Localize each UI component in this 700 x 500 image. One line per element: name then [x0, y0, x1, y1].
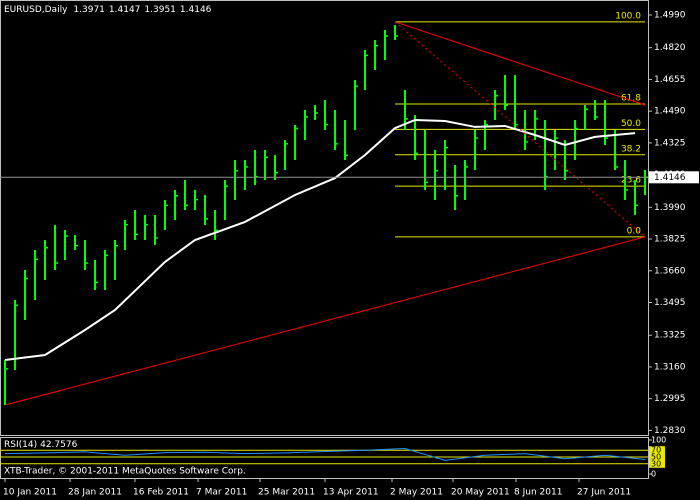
fib-label: 61.8 [621, 94, 641, 104]
fib-label: 38.2 [621, 144, 641, 154]
rsi-tick-label: 0 [651, 470, 656, 479]
fib-label: 100.0 [615, 11, 641, 21]
rsi-line [4, 447, 646, 461]
x-tick-label: 25 Mar 2011 [258, 488, 315, 498]
open-quote: 1.3971 [73, 5, 105, 15]
fib-label: 23.6 [621, 176, 641, 186]
copyright: XTB-Trader, © 2001-2011 MetaQuotes Softw… [4, 467, 246, 477]
y-tick-label: 1.2995 [654, 394, 686, 404]
y-tick-label: 1.4325 [654, 138, 686, 148]
rsi-level-box [649, 459, 665, 468]
y-tick-label: 1.4655 [654, 75, 686, 85]
rsi-tick-label: 100 [651, 436, 666, 445]
y-tick-label: 1.2830 [654, 426, 686, 436]
header: EURUSD,Daily 1.3971 1.4147 1.3951 1.4146 [4, 5, 212, 15]
x-tick-label: 7 Mar 2011 [196, 488, 247, 498]
bid-box [649, 171, 699, 184]
y-tick-label: 1.3325 [654, 331, 686, 341]
bid-label: 1.4146 [654, 173, 686, 183]
rsi-tick-label: 30 [651, 459, 661, 468]
y-tick-label: 1.3660 [654, 266, 686, 276]
symbol: EURUSD,Daily [4, 5, 68, 15]
fib-label: 0.0 [627, 226, 642, 236]
fib-label: 50.0 [621, 119, 641, 129]
trendline [4, 236, 646, 406]
rsi-header: RSI(14) 42.7576 [4, 440, 78, 450]
x-tick-label: 16 Feb 2011 [133, 488, 189, 498]
x-tick-label: 28 Jan 2011 [68, 488, 122, 498]
x-tick-label: 2 May 2011 [390, 488, 443, 498]
main-panel [0, 0, 649, 436]
x-tick-label: 20 May 2011 [451, 488, 510, 498]
y-tick-label: 1.3990 [654, 203, 686, 213]
x-tick-label: 13 Apr 2011 [323, 488, 379, 498]
rsi-tick-label: 70 [651, 446, 661, 455]
high-quote: 1.4147 [109, 5, 141, 15]
y-tick-label: 1.4990 [654, 11, 686, 21]
x-tick-label: 10 Jan 2011 [3, 488, 57, 498]
x-tick-label: 8 Jun 2011 [514, 488, 562, 498]
rsi-value: 42.7576 [40, 440, 77, 450]
trendline [394, 21, 646, 106]
y-tick-label: 1.4820 [654, 43, 686, 53]
rsi-level-box [649, 446, 665, 455]
y-tick-label: 1.4490 [654, 107, 686, 117]
rsi-name: RSI(14) [4, 440, 37, 450]
moving-average [4, 118, 636, 361]
y-tick-label: 1.3495 [654, 298, 686, 308]
x-tick-label: 27 Jun 2011 [577, 488, 631, 498]
y-tick-label: 1.3825 [654, 235, 686, 245]
rsi-tick-label: 50 [651, 453, 661, 462]
y-tick-label: 1.3160 [654, 362, 686, 372]
close-quote: 1.4146 [180, 5, 212, 15]
rsi-level-box [649, 453, 665, 461]
low-quote: 1.3951 [144, 5, 176, 15]
